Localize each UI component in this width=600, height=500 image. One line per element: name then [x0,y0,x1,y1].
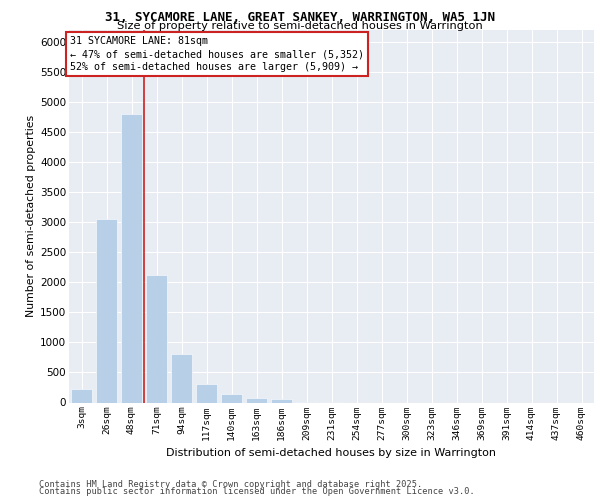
Bar [71,388,92,402]
Bar [171,354,192,403]
Text: Size of property relative to semi-detached houses in Warrington: Size of property relative to semi-detach… [117,21,483,31]
X-axis label: Distribution of semi-detached houses by size in Warrington: Distribution of semi-detached houses by … [167,448,497,458]
Text: 31, SYCAMORE LANE, GREAT SANKEY, WARRINGTON, WA5 1JN: 31, SYCAMORE LANE, GREAT SANKEY, WARRING… [105,11,495,24]
Bar [271,399,292,402]
Bar [196,384,217,402]
Text: Contains HM Land Registry data © Crown copyright and database right 2025.: Contains HM Land Registry data © Crown c… [39,480,422,489]
Text: 31 SYCAMORE LANE: 81sqm
← 47% of semi-detached houses are smaller (5,352)
52% of: 31 SYCAMORE LANE: 81sqm ← 47% of semi-de… [70,36,364,72]
Bar [246,398,267,402]
Bar [121,114,142,403]
Y-axis label: Number of semi-detached properties: Number of semi-detached properties [26,115,36,318]
Bar [96,220,117,402]
Text: Contains public sector information licensed under the Open Government Licence v3: Contains public sector information licen… [39,487,475,496]
Bar [221,394,242,402]
Bar [146,274,167,402]
